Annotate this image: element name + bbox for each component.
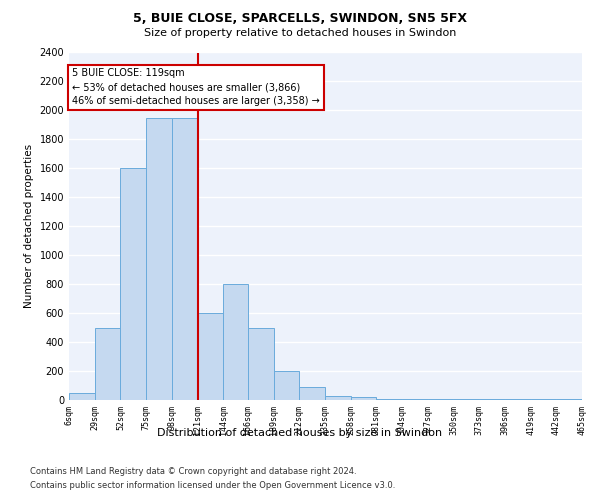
Y-axis label: Number of detached properties: Number of detached properties	[24, 144, 34, 308]
Bar	[197, 313, 223, 400]
Text: Contains HM Land Registry data © Crown copyright and database right 2024.: Contains HM Land Registry data © Crown c…	[30, 468, 356, 476]
Bar	[376, 398, 402, 400]
Bar	[350, 397, 376, 400]
Bar	[95, 328, 121, 400]
Bar	[299, 387, 325, 400]
Bar	[121, 168, 146, 400]
Bar	[146, 118, 172, 400]
Text: Distribution of detached houses by size in Swindon: Distribution of detached houses by size …	[157, 428, 443, 438]
Bar	[69, 393, 95, 400]
Text: 5, BUIE CLOSE, SPARCELLS, SWINDON, SN5 5FX: 5, BUIE CLOSE, SPARCELLS, SWINDON, SN5 5…	[133, 12, 467, 26]
Text: Contains public sector information licensed under the Open Government Licence v3: Contains public sector information licen…	[30, 481, 395, 490]
Bar	[274, 371, 299, 400]
Bar	[248, 328, 274, 400]
Text: Size of property relative to detached houses in Swindon: Size of property relative to detached ho…	[144, 28, 456, 38]
Text: 5 BUIE CLOSE: 119sqm
← 53% of detached houses are smaller (3,866)
46% of semi-de: 5 BUIE CLOSE: 119sqm ← 53% of detached h…	[73, 68, 320, 106]
Bar	[172, 118, 197, 400]
Bar	[223, 284, 248, 400]
Bar	[325, 396, 350, 400]
